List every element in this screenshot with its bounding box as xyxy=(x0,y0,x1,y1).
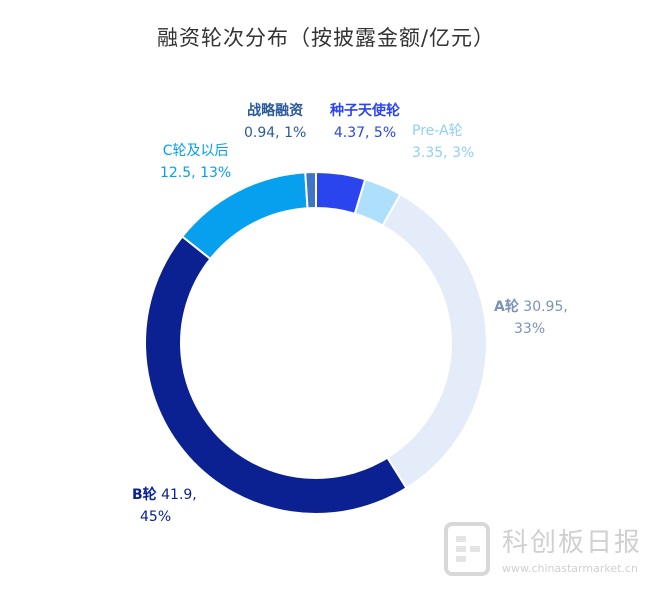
watermark-url: www.chinastarmarket.cn xyxy=(502,562,638,575)
label-a-line2: 33% xyxy=(514,321,546,337)
label-prea: Pre-A轮 3.35, 3% xyxy=(412,120,474,164)
donut-slice-3 xyxy=(144,235,408,515)
label-prea-value: 3.35, 3% xyxy=(412,145,475,161)
label-c: C轮及以后 12.5, 13% xyxy=(160,140,231,184)
label-angel-name: 种子天使轮 xyxy=(330,103,400,119)
donut-slice-2 xyxy=(381,192,488,490)
label-b-line1: B轮 41.9, xyxy=(132,487,197,503)
label-strategic-name: 战略融资 xyxy=(247,103,304,119)
label-a: A轮 30.95, 33% xyxy=(494,296,568,340)
label-angel-value: 4.37, 5% xyxy=(333,125,397,141)
label-c-name: C轮及以后 xyxy=(162,143,229,159)
label-b-line2: 45% xyxy=(140,509,172,525)
label-b: B轮 41.9, 45% xyxy=(132,484,197,528)
label-c-value: 12.5, 13% xyxy=(160,165,232,181)
watermark: 科创板日报 www.chinastarmarket.cn xyxy=(444,518,644,582)
label-strategic: 战略融资 0.94, 1% xyxy=(244,100,306,144)
donut-slice-5 xyxy=(304,170,317,210)
label-angel: 种子天使轮 4.37, 5% xyxy=(330,100,400,144)
label-strategic-value: 0.94, 1% xyxy=(244,125,307,141)
label-prea-name: Pre-A轮 xyxy=(412,123,463,139)
watermark-logo-icon xyxy=(444,522,490,576)
watermark-name: 科创板日报 xyxy=(502,528,643,558)
label-a-line1: A轮 30.95, xyxy=(494,299,568,315)
donut-slice-4 xyxy=(180,171,309,261)
chart-title: 融资轮次分布（按披露金额/亿元） xyxy=(156,26,496,50)
